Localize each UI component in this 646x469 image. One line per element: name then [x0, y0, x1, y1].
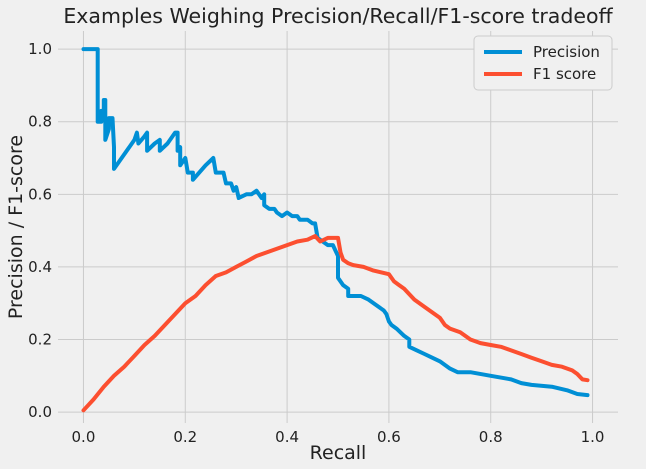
y-tick-label: 0.8	[28, 113, 52, 131]
x-tick-label: 0.0	[72, 428, 96, 446]
legend: Precision F1 score	[473, 35, 613, 91]
series-line-precision	[81, 47, 590, 398]
x-tick-label: 0.8	[479, 428, 503, 446]
plot-area	[58, 31, 618, 423]
chart-title: Examples Weighing Precision/Recall/F1-sc…	[63, 4, 613, 28]
x-tick-label: 1.0	[581, 428, 605, 446]
y-axis-label: Precision / F1-score	[5, 135, 27, 319]
y-tick-label: 1.0	[28, 40, 52, 58]
legend-label-f1-score: F1 score	[533, 65, 596, 83]
x-tick-label: 0.4	[275, 428, 299, 446]
x-axis-ticks: 0.0 0.2 0.4 0.6 0.8 1.0	[72, 428, 605, 446]
legend-box	[473, 35, 613, 91]
series-line-f1-score	[81, 234, 590, 413]
x-tick-label: 0.2	[173, 428, 197, 446]
series-lines	[81, 47, 590, 413]
legend-label-precision: Precision	[533, 43, 600, 61]
y-tick-label: 0.2	[28, 331, 52, 349]
y-tick-label: 0.4	[28, 258, 52, 276]
x-axis-label: Recall	[310, 442, 367, 464]
x-tick-label: 0.6	[377, 428, 401, 446]
y-tick-label: 0.6	[28, 185, 52, 203]
y-axis-ticks: 0.0 0.2 0.4 0.6 0.8 1.0	[28, 40, 52, 421]
y-tick-label: 0.0	[28, 403, 52, 421]
